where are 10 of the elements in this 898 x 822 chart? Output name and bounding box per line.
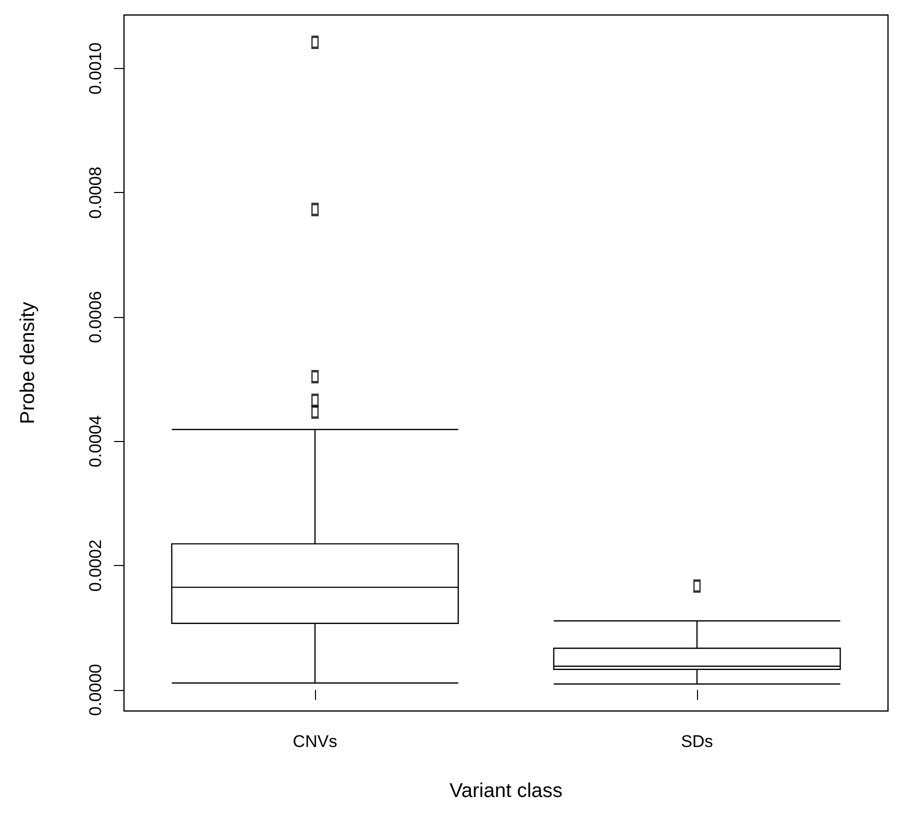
y-tick-label: 0.0000	[86, 664, 105, 716]
y-tick-label: 0.0002	[86, 540, 105, 592]
y-axis-title: Probe density	[17, 302, 39, 424]
y-tick-label: 0.0004	[86, 415, 105, 468]
y-tick-label: 0.0008	[86, 166, 105, 219]
x-tick-label: CNVs	[292, 732, 338, 751]
x-axis-title: Variant class	[449, 780, 563, 802]
y-tick-label: 0.0006	[86, 291, 105, 344]
y-tick-label: 0.0010	[86, 42, 105, 94]
x-tick-label: SDs	[680, 732, 714, 751]
